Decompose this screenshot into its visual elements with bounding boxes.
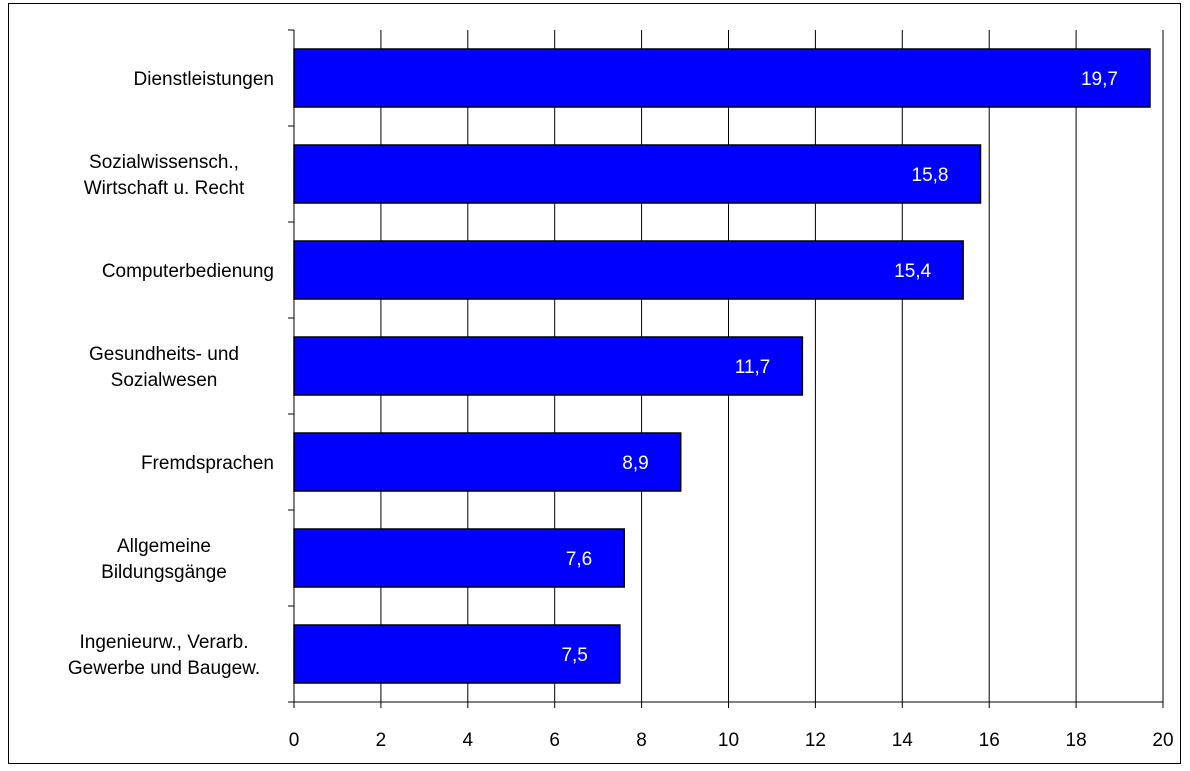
x-tick-label: 18 <box>1066 730 1087 751</box>
category-label-5: Allgemeine Bildungsgänge <box>101 536 227 583</box>
value-label-1: 15,8 <box>912 165 949 186</box>
category-label-line: Computerbedienung <box>102 261 274 282</box>
category-label-line: Fremdsprachen <box>141 453 274 474</box>
category-label-2: Computerbedienung <box>102 261 274 282</box>
category-label-line: Sozialwesen <box>111 370 218 391</box>
bar-2 <box>293 240 964 300</box>
bar-0 <box>293 48 1151 108</box>
x-tick-label: 8 <box>636 730 647 751</box>
x-tick-label: 0 <box>289 730 300 751</box>
category-label-0: Dienstleistungen <box>134 69 274 90</box>
value-label-3: 11,7 <box>735 357 771 378</box>
x-tick-label: 6 <box>549 730 560 751</box>
bar-5 <box>293 528 625 588</box>
x-tick-label: 4 <box>463 730 474 751</box>
bar-4 <box>293 432 682 492</box>
value-label-6: 7,5 <box>561 645 587 666</box>
category-label-line: Ingenieurw., Verarb. <box>80 632 249 653</box>
x-tick-label: 2 <box>376 730 387 751</box>
category-label-line: Gesundheits- und <box>89 344 239 365</box>
category-label-3: Gesundheits- und Sozialwesen <box>89 344 239 391</box>
bar-3 <box>293 336 804 396</box>
bar-6 <box>293 624 621 684</box>
x-tick-label: 10 <box>718 730 739 751</box>
category-label-line: Bildungsgänge <box>101 562 227 583</box>
category-label-line: Gewerbe und Baugew. <box>68 658 260 679</box>
value-label-4: 8,9 <box>622 453 648 474</box>
category-label-line: Wirtschaft u. Recht <box>84 178 245 199</box>
category-label-line: Sozialwissensch., <box>89 152 239 173</box>
value-label-2: 15,4 <box>894 261 931 282</box>
category-label-1: Sozialwissensch., Wirtschaft u. Recht <box>84 152 245 199</box>
category-label-line: Dienstleistungen <box>134 69 274 90</box>
x-tick-label: 20 <box>1152 730 1173 751</box>
x-tick-label: 14 <box>892 730 914 751</box>
bar-1 <box>293 144 982 204</box>
category-label-4: Fremdsprachen <box>141 453 274 474</box>
category-label-line: Allgemeine <box>117 536 211 557</box>
category-label-6: Ingenieurw., Verarb. Gewerbe und Baugew. <box>68 632 260 679</box>
x-tick-label: 16 <box>979 730 1000 751</box>
value-label-0: 19,7 <box>1081 69 1118 90</box>
value-label-5: 7,6 <box>566 549 592 570</box>
x-tick-label: 12 <box>805 730 826 751</box>
